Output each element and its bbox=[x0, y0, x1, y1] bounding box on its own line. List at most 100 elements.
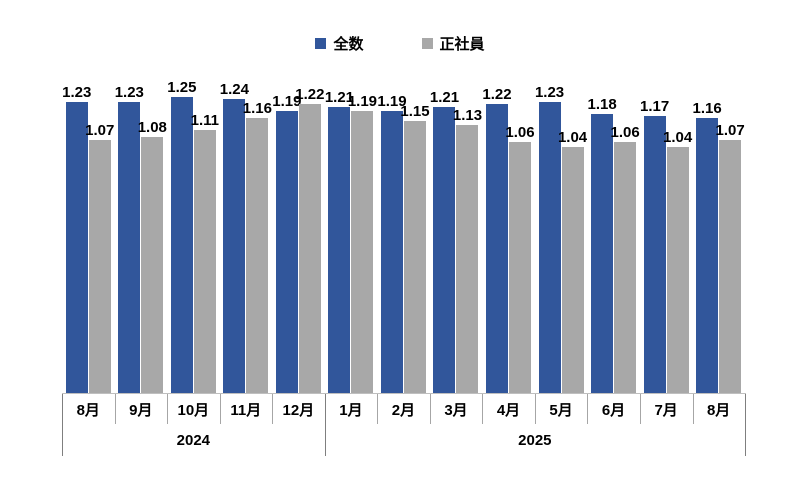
month-axis-labels: 8月 9月 10月 11月 12月 1月 2月 3月 4月 5月 6月 7月 8月 bbox=[62, 394, 745, 424]
bar-value-label: 1.11 bbox=[190, 112, 220, 130]
bar-全数: 1.19 bbox=[377, 94, 407, 393]
bar-group: 1.23 1.08 bbox=[115, 0, 168, 393]
bar-正社員: 1.07 bbox=[85, 123, 114, 393]
bar-value-label: 1.06 bbox=[610, 124, 640, 141]
bar-正社員: 1.06 bbox=[610, 125, 640, 393]
year-label: 2024 bbox=[176, 431, 211, 449]
bar-value-label: 1.16 bbox=[692, 100, 722, 118]
bar-全数: 1.21 bbox=[430, 90, 459, 393]
month-tick bbox=[482, 394, 484, 424]
year-tick bbox=[745, 394, 746, 456]
month-tick bbox=[219, 394, 221, 424]
bar-group: 1.19 1.15 bbox=[377, 0, 430, 393]
bar-value-label: 1.06 bbox=[505, 124, 535, 141]
bar-正社員: 1.11 bbox=[191, 113, 219, 393]
bar-value-label: 1.23 bbox=[114, 83, 144, 101]
bar-value-label: 1.19 bbox=[272, 93, 302, 111]
month-label: 9月 bbox=[129, 401, 153, 419]
bar-value-label: 1.15 bbox=[400, 102, 430, 120]
month-tick bbox=[534, 394, 536, 424]
bar-group: 1.19 1.22 bbox=[272, 0, 325, 393]
month-label: 12月 bbox=[282, 401, 315, 419]
bar-正社員: 1.06 bbox=[505, 125, 535, 393]
month-tick bbox=[114, 394, 116, 424]
bar-group: 1.21 1.19 bbox=[325, 0, 378, 393]
month-label: 2月 bbox=[391, 401, 416, 419]
month-tick bbox=[167, 394, 169, 424]
month-tick bbox=[639, 394, 641, 424]
bar-group: 1.25 1.11 bbox=[167, 0, 220, 393]
legend-item-zensu: 全数 bbox=[315, 33, 364, 54]
bar-value-label: 1.22 bbox=[482, 86, 512, 104]
bar-正社員: 1.08 bbox=[138, 120, 167, 393]
bar-全数: 1.19 bbox=[272, 94, 301, 393]
x-axis-line bbox=[62, 393, 746, 394]
bar-value-label: 1.07 bbox=[715, 121, 745, 139]
bar-value-label: 1.07 bbox=[85, 121, 115, 139]
month-label: 5月 bbox=[549, 401, 573, 419]
bar-全数: 1.18 bbox=[587, 97, 617, 393]
month-tick bbox=[377, 394, 379, 424]
bar-正社員: 1.22 bbox=[295, 87, 324, 393]
month-tick bbox=[692, 394, 694, 424]
bar-全数: 1.23 bbox=[115, 85, 144, 393]
bar-value-label: 1.19 bbox=[347, 93, 378, 111]
year-tick bbox=[324, 394, 326, 456]
bar-group: 1.24 1.16 bbox=[220, 0, 273, 393]
bar-value-label: 1.16 bbox=[242, 100, 272, 118]
month-label: 4月 bbox=[496, 401, 521, 419]
month-label: 3月 bbox=[444, 401, 468, 419]
month-tick bbox=[587, 394, 589, 424]
month-tick bbox=[429, 394, 431, 424]
month-label: 8月 bbox=[706, 401, 731, 419]
bar-全数: 1.17 bbox=[640, 99, 669, 393]
bar-value-label: 1.17 bbox=[640, 97, 670, 115]
bar-group: 1.18 1.06 bbox=[587, 0, 640, 393]
month-label: 6月 bbox=[601, 401, 626, 419]
bar-value-label: 1.23 bbox=[534, 83, 565, 101]
month-tick bbox=[272, 394, 274, 424]
bar-正社員: 1.15 bbox=[400, 104, 430, 393]
bar-value-label: 1.13 bbox=[452, 107, 483, 125]
month-label: 8月 bbox=[76, 401, 100, 419]
legend-label-zensu: 全数 bbox=[333, 36, 364, 53]
month-label: 7月 bbox=[654, 401, 678, 419]
legend-swatch-gray-icon bbox=[421, 38, 433, 49]
bar-正社員: 1.16 bbox=[243, 101, 272, 393]
bar-全数: 1.25 bbox=[167, 80, 196, 393]
bar-value-label: 1.04 bbox=[557, 128, 588, 146]
plot-area: 1.23 1.07 1.23 1.08 1.25 1.11 1.24 1.16 1.19 1.22… bbox=[62, 0, 745, 393]
bar-group: 1.21 1.13 bbox=[430, 0, 483, 393]
year-label: 2025 bbox=[518, 431, 552, 449]
legend-item-seishain: 正社員 bbox=[421, 33, 485, 54]
bar-value-label: 1.25 bbox=[167, 79, 197, 96]
chart-legend: 全数 正社員 bbox=[0, 33, 800, 54]
bar-value-label: 1.22 bbox=[295, 86, 325, 104]
bar-全数: 1.23 bbox=[62, 85, 91, 393]
bar-value-label: 1.21 bbox=[429, 88, 460, 106]
bar-value-label: 1.21 bbox=[324, 88, 355, 106]
legend-label-seishain: 正社員 bbox=[439, 36, 485, 53]
bar-全数: 1.21 bbox=[325, 90, 354, 393]
bar-全数: 1.22 bbox=[482, 87, 512, 393]
bar-value-label: 1.24 bbox=[219, 81, 249, 99]
bar-正社員: 1.13 bbox=[453, 108, 482, 393]
bar-group: 1.17 1.04 bbox=[640, 0, 693, 393]
bar-正社員: 1.04 bbox=[558, 130, 587, 393]
bar-group: 1.23 1.04 bbox=[535, 0, 588, 393]
month-label: 1月 bbox=[339, 401, 363, 419]
bar-全数: 1.24 bbox=[220, 82, 249, 393]
bar-全数: 1.23 bbox=[535, 85, 564, 393]
bar-value-label: 1.08 bbox=[137, 119, 167, 137]
legend-swatch-blue-icon bbox=[315, 38, 327, 49]
bar-group: 1.22 1.06 bbox=[482, 0, 535, 393]
bar-value-label: 1.18 bbox=[587, 95, 617, 113]
bar-正社員: 1.04 bbox=[663, 130, 692, 393]
year-tick bbox=[62, 394, 63, 456]
bar-正社員: 1.19 bbox=[348, 94, 377, 393]
bar-value-label: 1.04 bbox=[663, 128, 693, 146]
bar-正社員: 1.07 bbox=[716, 123, 745, 393]
bar-value-label: 1.23 bbox=[62, 83, 92, 101]
bar-全数: 1.16 bbox=[693, 101, 722, 393]
